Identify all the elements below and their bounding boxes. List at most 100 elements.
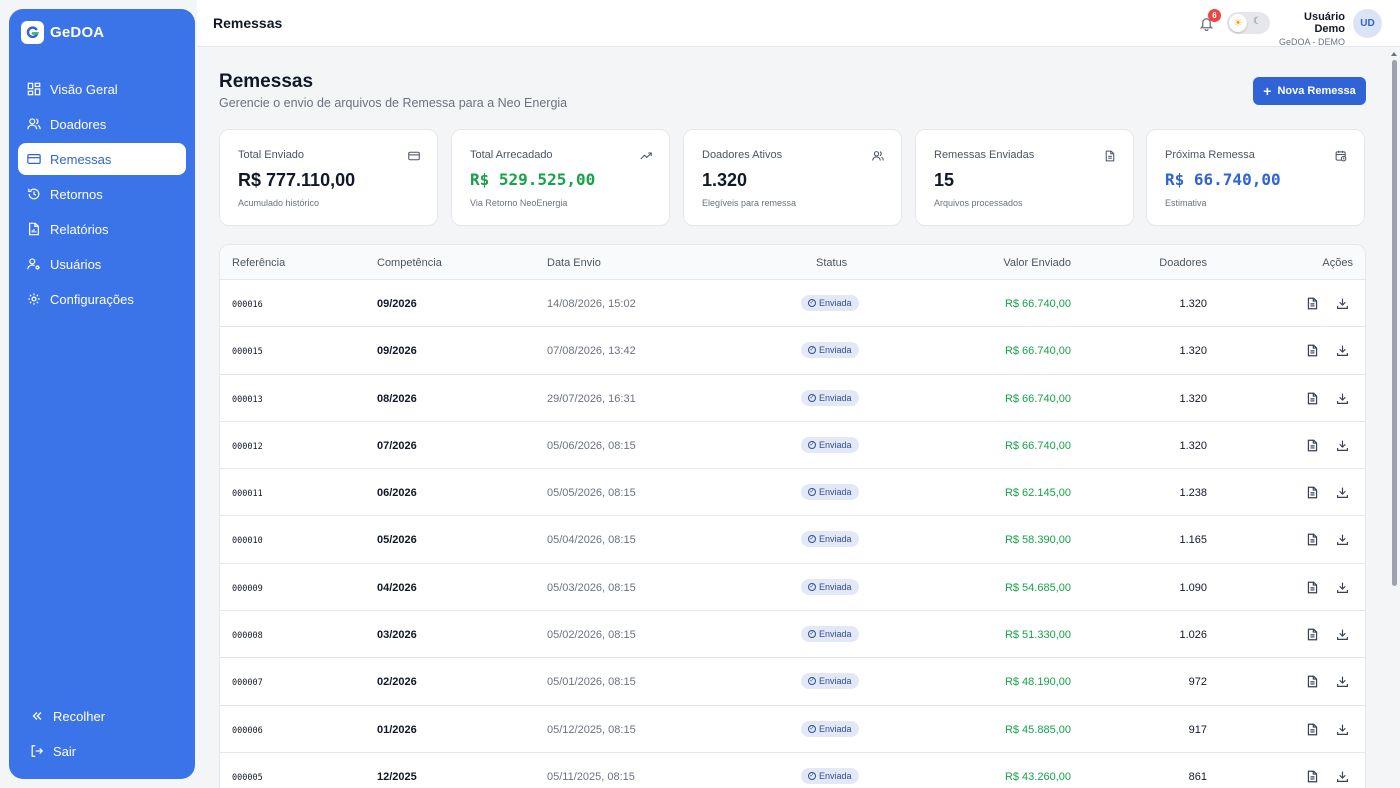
row-valor-enviado: R$ 66.740,00 bbox=[1004, 298, 1071, 310]
file-text-icon[interactable] bbox=[1306, 723, 1319, 736]
download-icon[interactable] bbox=[1336, 486, 1349, 499]
row-valor-enviado: R$ 51.330,00 bbox=[1004, 629, 1071, 642]
column-header-data-envio[interactable]: Data Envio bbox=[547, 257, 601, 269]
download-icon[interactable] bbox=[1336, 533, 1349, 546]
stat-card-proxima-remessa: Próxima Remessa R$ 66.740,00 Estimativa bbox=[1146, 129, 1365, 226]
row-doadores: 1.165 bbox=[1179, 534, 1207, 547]
stat-label: Próxima Remessa bbox=[1165, 149, 1255, 161]
scrollbar[interactable] bbox=[1390, 52, 1398, 788]
download-icon[interactable] bbox=[1336, 344, 1349, 357]
status-label: Enviada bbox=[819, 581, 852, 592]
calendar-clock-icon bbox=[1335, 150, 1347, 162]
column-header-competencia[interactable]: Competência bbox=[377, 257, 442, 269]
file-text-icon[interactable] bbox=[1306, 581, 1319, 594]
column-header-valor-enviado[interactable]: Valor Enviado bbox=[1003, 257, 1071, 269]
table-row[interactable]: 000007 02/2026 05/01/2026, 08:15 ✓ Envia… bbox=[220, 658, 1365, 706]
download-icon[interactable] bbox=[1336, 723, 1349, 736]
row-data-envio: 05/01/2026, 08:15 bbox=[547, 676, 636, 689]
scroll-thumb[interactable] bbox=[1392, 60, 1397, 586]
sidebar-item-relatorios[interactable]: Relatórios bbox=[18, 213, 186, 245]
file-text-icon[interactable] bbox=[1306, 439, 1319, 452]
status-label: Enviada bbox=[819, 629, 852, 640]
logout-button[interactable]: Sair bbox=[18, 735, 186, 767]
sidebar-item-configuracoes[interactable]: Configurações bbox=[18, 283, 186, 315]
row-valor-enviado: R$ 43.260,00 bbox=[1004, 770, 1071, 783]
row-data-envio: 07/08/2026, 13:42 bbox=[547, 345, 636, 358]
table-row[interactable]: 000010 05/2026 05/04/2026, 08:15 ✓ Envia… bbox=[220, 516, 1365, 564]
row-valor-enviado: R$ 66.740,00 bbox=[1004, 392, 1071, 405]
scroll-up-icon[interactable] bbox=[1391, 52, 1397, 56]
column-header-doadores[interactable]: Doadores bbox=[1159, 257, 1207, 269]
file-text-icon[interactable] bbox=[1306, 675, 1319, 688]
sidebar-item-usuarios[interactable]: Usuários bbox=[18, 248, 186, 280]
row-competencia: 12/2025 bbox=[377, 770, 417, 783]
sidebar-item-doadores[interactable]: Doadores bbox=[18, 108, 186, 140]
download-icon[interactable] bbox=[1336, 628, 1349, 641]
file-text-icon[interactable] bbox=[1306, 297, 1319, 310]
status-label: Enviada bbox=[819, 345, 852, 356]
download-icon[interactable] bbox=[1336, 439, 1349, 452]
check-circle-icon: ✓ bbox=[808, 771, 816, 780]
theme-toggle[interactable]: ☀ ☾ bbox=[1227, 12, 1270, 34]
table-row[interactable]: 000011 06/2026 05/05/2026, 08:15 ✓ Envia… bbox=[220, 469, 1365, 517]
row-valor-enviado: R$ 62.145,00 bbox=[1004, 487, 1071, 500]
row-referencia: 000008 bbox=[232, 631, 263, 642]
row-valor-enviado: R$ 48.190,00 bbox=[1004, 676, 1071, 689]
status-label: Enviada bbox=[819, 487, 852, 498]
sidebar-item-visao-geral[interactable]: Visão Geral bbox=[18, 73, 186, 105]
new-remessa-button[interactable]: + Nova Remessa bbox=[1253, 77, 1366, 105]
file-text-icon[interactable] bbox=[1306, 486, 1319, 499]
table-row[interactable]: 000009 04/2026 05/03/2026, 08:15 ✓ Envia… bbox=[220, 564, 1365, 612]
column-header-status[interactable]: Status bbox=[816, 257, 848, 269]
file-text-icon[interactable] bbox=[1306, 344, 1319, 357]
table-header: Referência Competência Data Envio Status… bbox=[220, 245, 1365, 280]
sidebar-item-label: Retornos bbox=[50, 186, 103, 202]
column-header-acoes: Ações bbox=[1322, 257, 1353, 269]
sidebar-item-label: Usuários bbox=[50, 256, 102, 272]
stat-note: Elegíveis para remessa bbox=[702, 198, 797, 208]
stat-value: 1.320 bbox=[702, 170, 748, 190]
table-row[interactable]: 000013 08/2026 29/07/2026, 16:31 ✓ Envia… bbox=[220, 375, 1365, 422]
row-competencia: 06/2026 bbox=[377, 487, 417, 500]
sidebar-item-retornos[interactable]: Retornos bbox=[18, 178, 186, 210]
row-referencia: 000012 bbox=[232, 441, 263, 452]
check-circle-icon: ✓ bbox=[808, 299, 816, 307]
table-row[interactable]: 000015 09/2026 07/08/2026, 13:42 ✓ Envia… bbox=[220, 327, 1365, 375]
download-icon[interactable] bbox=[1336, 770, 1349, 783]
file-text-icon[interactable] bbox=[1306, 392, 1319, 405]
file-text-icon[interactable] bbox=[1306, 533, 1319, 546]
brand-name: GeDOA bbox=[50, 23, 105, 41]
table-row[interactable]: 000006 01/2026 05/12/2025, 08:15 ✓ Envia… bbox=[220, 706, 1365, 753]
row-data-envio: 05/12/2025, 08:15 bbox=[547, 723, 636, 736]
row-competencia: 08/2026 bbox=[377, 392, 417, 405]
table-row[interactable]: 000008 03/2026 05/02/2026, 08:15 ✓ Envia… bbox=[220, 611, 1365, 659]
stat-value: 15 bbox=[934, 170, 955, 190]
status-badge: ✓ Enviada bbox=[801, 531, 859, 548]
card-icon bbox=[408, 151, 420, 161]
logout-label: Sair bbox=[53, 743, 77, 759]
row-competencia: 03/2026 bbox=[377, 629, 417, 642]
column-header-referencia[interactable]: Referência bbox=[232, 257, 286, 269]
avatar[interactable]: UD bbox=[1353, 9, 1382, 38]
header-title: Remessas bbox=[213, 15, 283, 31]
collapse-button[interactable]: Recolher bbox=[18, 700, 186, 732]
table-row[interactable]: 000016 09/2026 14/08/2026, 15:02 ✓ Envia… bbox=[220, 280, 1365, 328]
sidebar: GeDOA Visão Geral Doadores Remessas Reto… bbox=[9, 9, 195, 779]
file-text-icon[interactable] bbox=[1306, 628, 1319, 641]
brand[interactable]: GeDOA bbox=[21, 20, 104, 44]
stat-value: R$ 529.525,00 bbox=[470, 170, 596, 189]
row-doadores: 861 bbox=[1188, 770, 1207, 783]
download-icon[interactable] bbox=[1336, 392, 1349, 405]
table-row[interactable]: 000005 12/2025 05/11/2025, 08:15 ✓ Envia… bbox=[220, 753, 1365, 788]
file-text-icon[interactable] bbox=[1306, 770, 1319, 783]
status-label: Enviada bbox=[819, 439, 852, 450]
download-icon[interactable] bbox=[1336, 675, 1349, 688]
download-icon[interactable] bbox=[1336, 581, 1349, 594]
table-row[interactable]: 000012 07/2026 05/06/2026, 08:15 ✓ Envia… bbox=[220, 422, 1365, 470]
sidebar-item-remessas[interactable]: Remessas bbox=[18, 143, 186, 175]
user-info[interactable]: Usuário Demo GeDOA - DEMO bbox=[1275, 11, 1345, 47]
download-icon[interactable] bbox=[1336, 297, 1349, 310]
row-data-envio: 05/05/2026, 08:15 bbox=[547, 487, 636, 500]
status-badge: ✓ Enviada bbox=[801, 436, 859, 453]
check-circle-icon: ✓ bbox=[808, 582, 816, 591]
